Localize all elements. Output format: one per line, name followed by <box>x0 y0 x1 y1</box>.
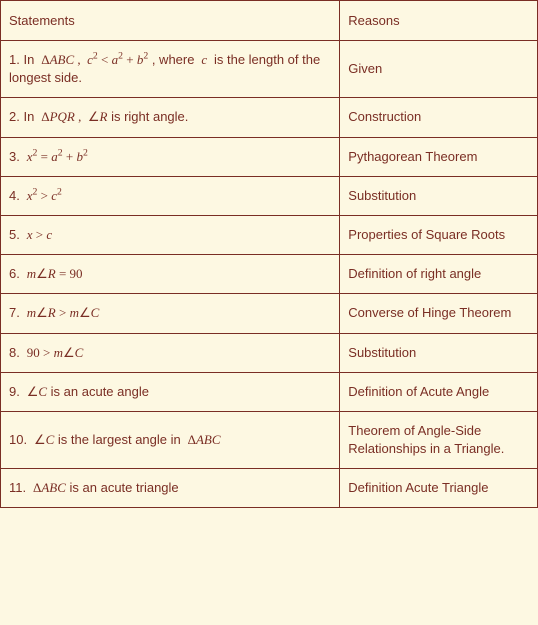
reason-cell: Pythagorean Theorem <box>340 137 538 176</box>
row-number: 1. <box>9 52 23 67</box>
stmt-suffix: is the largest angle in <box>54 432 184 447</box>
statement-cell: 9. ∠C is an acute angle <box>1 372 340 411</box>
col-header-reasons: Reasons <box>340 1 538 41</box>
reason-cell: Construction <box>340 98 538 137</box>
statement-cell: 1. In ΔABC , c2 < a2 + b2 , where c is t… <box>1 41 340 98</box>
proof-table: Statements Reasons 1. In ΔABC , c2 < a2 … <box>0 0 538 508</box>
stmt-math: x2 > c2 <box>23 188 61 203</box>
statement-cell: 8. 90 > m∠C <box>1 333 340 372</box>
stmt-math: m∠R > m∠C <box>23 305 99 320</box>
reason-cell: Definition of right angle <box>340 255 538 294</box>
row-number: 11. <box>9 480 30 495</box>
stmt-math: ∠C <box>31 432 55 447</box>
stmt-prefix: In <box>23 52 37 67</box>
statement-cell: 6. m∠R = 90 <box>1 255 340 294</box>
stmt-math: x2 = a2 + b2 <box>23 149 87 164</box>
table-row: 8. 90 > m∠CSubstitution <box>1 333 538 372</box>
header-row: Statements Reasons <box>1 1 538 41</box>
table-row: 9. ∠C is an acute angleDefinition of Acu… <box>1 372 538 411</box>
table-row: 4. x2 > c2Substitution <box>1 176 538 215</box>
stmt-math: m∠R = 90 <box>23 266 82 281</box>
stmt-math: x > c <box>23 227 52 242</box>
stmt-math: ΔABC <box>30 480 66 495</box>
stmt-var: c <box>198 52 210 67</box>
row-number: 8. <box>9 345 23 360</box>
stmt-math: ΔABC , c2 < a2 + b2 <box>38 52 148 67</box>
statement-cell: 5. x > c <box>1 215 340 254</box>
row-number: 10. <box>9 432 31 447</box>
statement-cell: 2. In ΔPQR , ∠R is right angle. <box>1 98 340 137</box>
row-number: 4. <box>9 188 23 203</box>
reason-cell: Given <box>340 41 538 98</box>
table-row: 3. x2 = a2 + b2Pythagorean Theorem <box>1 137 538 176</box>
statement-cell: 7. m∠R > m∠C <box>1 294 340 333</box>
row-number: 9. <box>9 384 23 399</box>
table-row: 7. m∠R > m∠CConverse of Hinge Theorem <box>1 294 538 333</box>
stmt-suffix: is an acute triangle <box>66 480 179 495</box>
stmt-math2: ΔABC <box>184 432 220 447</box>
table-row: 5. x > cProperties of Square Roots <box>1 215 538 254</box>
statement-cell: 3. x2 = a2 + b2 <box>1 137 340 176</box>
row-number: 3. <box>9 149 23 164</box>
stmt-math: ΔPQR , ∠R <box>38 109 108 124</box>
row-number: 5. <box>9 227 23 242</box>
reason-cell: Substitution <box>340 333 538 372</box>
reason-cell: Definition Acute Triangle <box>340 469 538 508</box>
row-number: 7. <box>9 305 23 320</box>
table-row: 10. ∠C is the largest angle in ΔABCTheor… <box>1 411 538 468</box>
reason-cell: Substitution <box>340 176 538 215</box>
table-row: 11. ΔABC is an acute triangleDefinition … <box>1 469 538 508</box>
statement-cell: 11. ΔABC is an acute triangle <box>1 469 340 508</box>
stmt-suffix: , where <box>148 52 198 67</box>
reason-cell: Converse of Hinge Theorem <box>340 294 538 333</box>
table-row: 1. In ΔABC , c2 < a2 + b2 , where c is t… <box>1 41 538 98</box>
row-number: 6. <box>9 266 23 281</box>
reason-cell: Theorem of Angle-Side Relationships in a… <box>340 411 538 468</box>
reason-cell: Properties of Square Roots <box>340 215 538 254</box>
stmt-math: 90 > m∠C <box>23 345 83 360</box>
table-row: 2. In ΔPQR , ∠R is right angle.Construct… <box>1 98 538 137</box>
col-header-statements: Statements <box>1 1 340 41</box>
stmt-suffix: is right angle. <box>107 109 188 124</box>
stmt-suffix: is an acute angle <box>47 384 149 399</box>
stmt-math: ∠C <box>23 384 47 399</box>
row-number: 2. <box>9 109 23 124</box>
stmt-prefix: In <box>23 109 37 124</box>
statement-cell: 10. ∠C is the largest angle in ΔABC <box>1 411 340 468</box>
statement-cell: 4. x2 > c2 <box>1 176 340 215</box>
table-row: 6. m∠R = 90Definition of right angle <box>1 255 538 294</box>
reason-cell: Definition of Acute Angle <box>340 372 538 411</box>
